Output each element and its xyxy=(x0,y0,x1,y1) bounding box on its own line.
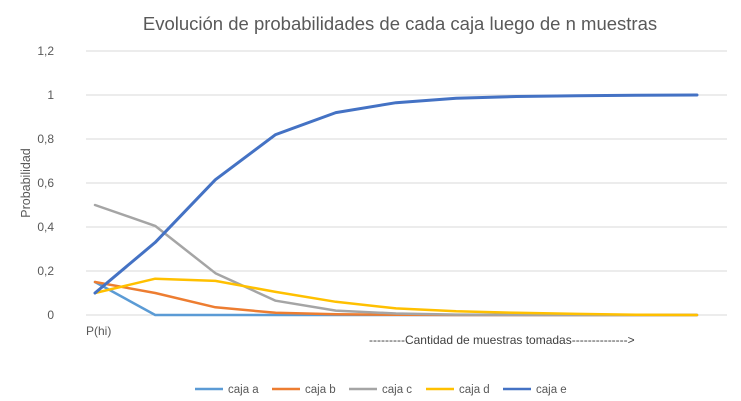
series-line-caja-b xyxy=(93,280,699,317)
legend-item-caja-c: caja c xyxy=(349,384,412,396)
legend-label: caja d xyxy=(459,384,490,396)
y-tick-label: 1,2 xyxy=(37,44,54,58)
y-tick-label: 0,6 xyxy=(37,176,54,190)
gridlines xyxy=(86,50,727,316)
legend-label: caja a xyxy=(228,384,259,396)
y-tick-label: 1 xyxy=(47,88,54,102)
series-line-caja-e xyxy=(93,93,699,295)
chart-title: Evolución de probabilidades de cada caja… xyxy=(143,13,657,34)
y-axis-title: Probabilidad xyxy=(19,148,33,218)
x-start-label: P(hi) xyxy=(86,324,111,338)
y-axis-ticks: 0 0,2 0,4 0,6 0,8 1 1,2 xyxy=(37,44,54,322)
legend-item-caja-d: caja d xyxy=(426,384,490,396)
y-tick-label: 0 xyxy=(47,308,54,322)
series-line-caja-a xyxy=(93,280,699,317)
legend-label: caja e xyxy=(536,384,567,396)
series-line-caja-d xyxy=(93,277,699,317)
legend-item-caja-b: caja b xyxy=(272,384,336,396)
legend-item-caja-e: caja e xyxy=(503,384,567,396)
series-line-caja-c xyxy=(93,203,699,317)
series-lines xyxy=(93,93,699,317)
x-annotation: ---------Cantidad de muestras tomadas---… xyxy=(369,333,635,347)
legend: caja a caja b caja c caja d caja e xyxy=(195,384,567,396)
y-tick-label: 0,8 xyxy=(37,132,54,146)
legend-label: caja c xyxy=(382,384,412,396)
y-tick-label: 0,2 xyxy=(37,264,54,278)
legend-label: caja b xyxy=(305,384,336,396)
y-tick-label: 0,4 xyxy=(37,220,54,234)
legend-item-caja-a: caja a xyxy=(195,384,259,396)
